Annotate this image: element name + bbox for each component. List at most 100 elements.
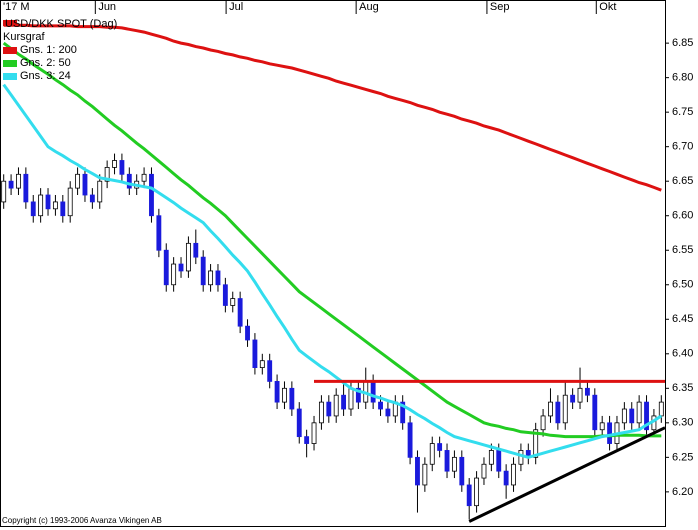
- candle-body: [267, 360, 273, 382]
- candle-body: [149, 173, 154, 217]
- candle-body: [156, 215, 162, 251]
- candle-body: [274, 381, 280, 403]
- candle-body: [621, 408, 627, 424]
- y-tick-label: 6.20: [672, 486, 693, 498]
- candle-body: [318, 401, 324, 424]
- legend-label: Kursgraf: [3, 31, 46, 43]
- candle-body: [126, 173, 132, 189]
- candle-body: [370, 381, 376, 403]
- legend-swatch: [3, 60, 17, 67]
- candle-body: [636, 401, 642, 424]
- candle-body: [163, 249, 169, 286]
- candle-body: [82, 173, 88, 196]
- candle-body: [400, 401, 406, 424]
- candle-body: [488, 450, 494, 465]
- moving-average-line: [2, 41, 662, 439]
- candle-body: [584, 387, 590, 396]
- candle-body: [222, 284, 228, 306]
- candle-body: [52, 201, 58, 210]
- legend-swatch: [3, 73, 17, 80]
- candle-body: [16, 173, 21, 189]
- candle-body: [252, 339, 258, 369]
- candle-body: [97, 180, 103, 203]
- candle-body: [112, 160, 117, 168]
- candle-body: [230, 298, 236, 306]
- y-tick-label: 6.30: [672, 417, 693, 429]
- candle-body: [30, 201, 36, 217]
- candle-body: [562, 394, 568, 424]
- candle-body: [451, 456, 457, 472]
- moving-average-line: [2, 83, 663, 459]
- y-tick-label: 6.60: [672, 210, 693, 222]
- candle-body: [119, 160, 125, 175]
- candle-body: [570, 394, 576, 403]
- candle-body: [282, 387, 287, 403]
- x-tick-label: Aug: [359, 1, 379, 13]
- y-tick-label: 6.85: [672, 37, 693, 49]
- candle-body: [185, 242, 191, 272]
- candle-body: [629, 408, 635, 424]
- y-tick-label: 6.25: [672, 451, 693, 463]
- candle-body: [422, 463, 428, 486]
- candle-body: [540, 415, 546, 431]
- candle-body: [178, 263, 184, 272]
- candle-body: [23, 173, 29, 203]
- chart-title: USD/DKK SPOT (Dag): [5, 18, 117, 30]
- candle-body: [348, 387, 354, 410]
- candle-body: [45, 194, 51, 210]
- candle-body: [75, 173, 81, 189]
- candle-body: [355, 387, 361, 403]
- candle-body: [311, 422, 317, 444]
- y-tick-label: 6.35: [672, 382, 693, 394]
- candle-body: [193, 242, 199, 258]
- x-tick-label: Jul: [229, 1, 243, 13]
- candle-body: [474, 477, 480, 507]
- candle-body: [518, 450, 524, 465]
- candle-body: [555, 401, 561, 424]
- candle-body: [341, 394, 347, 410]
- candle-body: [200, 256, 206, 286]
- candle-body: [658, 401, 664, 417]
- y-tick-label: 6.75: [672, 106, 693, 118]
- candle-body: [289, 387, 295, 410]
- candle-body: [296, 408, 302, 438]
- legend-label: Gns. 3: 24: [20, 70, 71, 82]
- legend-swatch: [3, 20, 17, 26]
- candle-body: [326, 401, 332, 417]
- candle-body: [503, 470, 509, 486]
- candle-body: [259, 360, 265, 369]
- x-tick-label: Okt: [599, 1, 616, 13]
- candle-body: [378, 401, 383, 410]
- candle-body: [304, 436, 310, 444]
- candle-body: [407, 422, 413, 458]
- x-tick-label: Jun: [98, 1, 116, 13]
- copyright: Copyright (c) 1993-2006 Avanza Vikingen …: [2, 516, 162, 525]
- candle-body: [171, 263, 177, 286]
- legend-swatch: [3, 47, 17, 54]
- candle-body: [466, 484, 472, 507]
- candle-body: [415, 456, 420, 486]
- candle-body: [496, 450, 502, 472]
- y-tick-label: 6.50: [672, 279, 693, 291]
- candle-body: [67, 187, 73, 217]
- candle-body: [577, 387, 583, 403]
- y-tick-label: 6.55: [672, 244, 693, 256]
- y-tick-label: 6.65: [672, 175, 693, 187]
- trend-line: [468, 426, 666, 523]
- x-tick-label: '17 M: [3, 1, 30, 13]
- candle-body: [481, 463, 487, 479]
- candle-body: [533, 429, 539, 458]
- candle-body: [38, 194, 44, 217]
- candle-body: [245, 325, 250, 341]
- candle-body: [333, 394, 339, 417]
- legend-label: Gns. 2: 50: [20, 57, 71, 69]
- plot-frame: [0, 0, 666, 527]
- candle-body: [644, 401, 649, 431]
- candle-body: [89, 194, 95, 203]
- candle-body: [548, 401, 553, 417]
- candle-body: [60, 201, 66, 217]
- candle-body: [237, 298, 243, 327]
- candle-body: [437, 443, 443, 451]
